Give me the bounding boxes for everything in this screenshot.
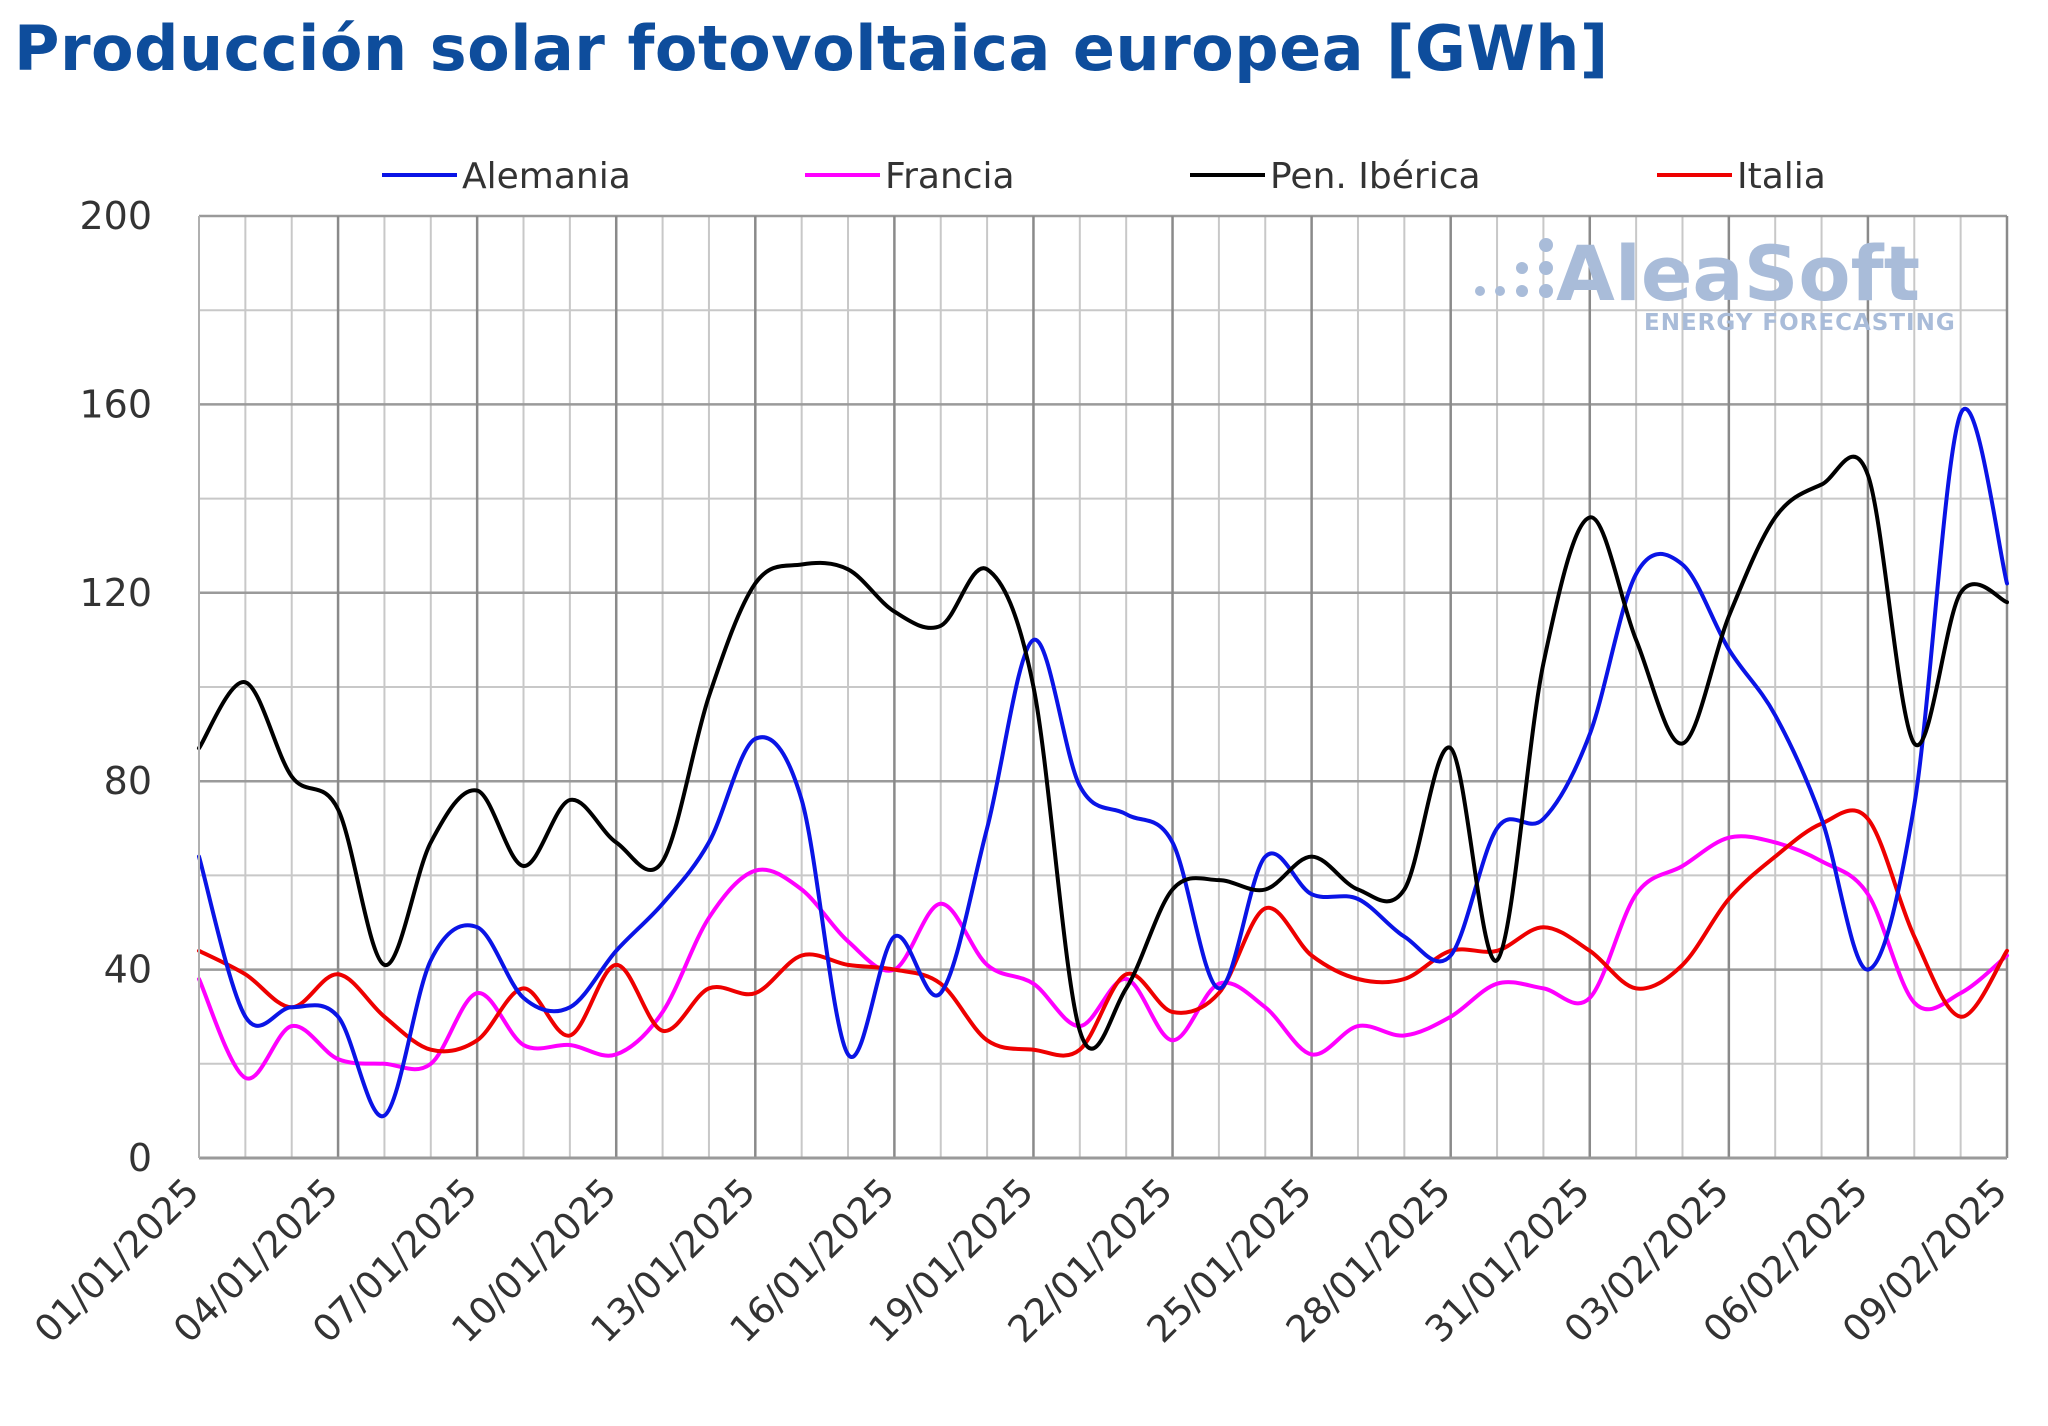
y-tick-label: 40: [104, 948, 152, 992]
x-axis-tick-labels: 01/01/202504/01/202507/01/202510/01/2025…: [26, 1170, 2015, 1351]
series-line-alemania: [197, 407, 2009, 1118]
series-layer: [197, 407, 2009, 1118]
y-tick-label: 120: [79, 571, 152, 615]
y-tick-label: 0: [128, 1136, 152, 1180]
y-tick-label: 80: [104, 759, 152, 803]
y-axis-tick-labels: 0 40 80 120 160 200: [79, 194, 152, 1180]
watermark-brand: AleaSoft: [1556, 229, 1920, 318]
series-line-francia: [197, 834, 2009, 1081]
legend: Alemania Francia Pen. Ibérica Italia: [382, 156, 1826, 197]
watermark-tagline: ENERGY FORECASTING: [1644, 310, 1956, 336]
legend-label-francia: Francia: [885, 156, 1015, 197]
series-line-pen-ib-rica: [197, 454, 2009, 1051]
aleasoft-watermark: AleaSoft ENERGY FORECASTING: [1475, 229, 1956, 336]
series-line-italia: [197, 808, 2009, 1058]
legend-label-pen-ib-rica: Pen. Ibérica: [1270, 156, 1481, 197]
aleasoft-logo-icon: [1475, 238, 1553, 298]
major-gridlines: [199, 214, 2009, 1158]
minor-gridlines: [199, 216, 2007, 1158]
legend-label-alemania: Alemania: [462, 156, 631, 197]
axes: [198, 216, 2007, 1160]
y-tick-label: 160: [79, 382, 152, 426]
chart-title: Producción solar fotovoltaica europea [G…: [14, 12, 1609, 85]
legend-label-italia: Italia: [1737, 156, 1826, 197]
y-tick-label: 200: [79, 194, 152, 238]
